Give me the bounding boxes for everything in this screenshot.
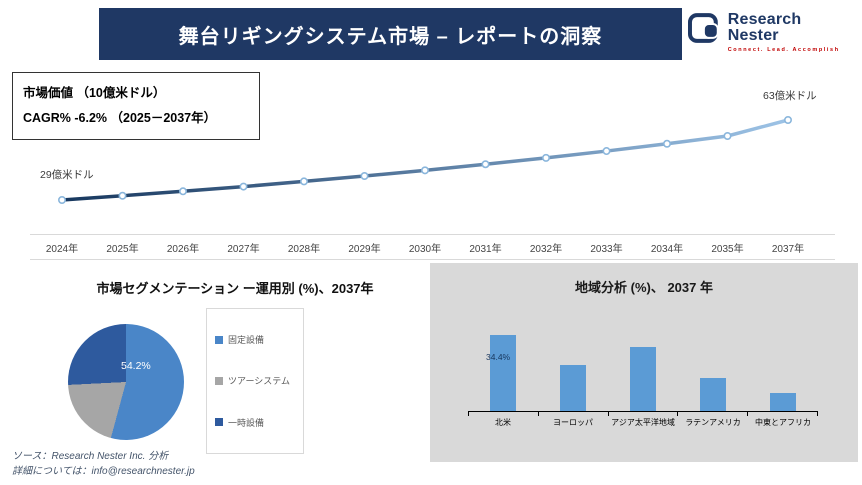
data-point-marker <box>57 196 66 205</box>
x-axis-label: 2025年 <box>106 244 139 255</box>
regional-analysis-panel: 地域分析 (%)、 2037 年 北米 ヨーロッパ アジア太平洋地域 ラテンアメリカ 中… <box>430 263 858 462</box>
category-label: ヨーロッパ <box>553 418 593 427</box>
region-bar <box>560 364 586 411</box>
axis-tick <box>748 412 818 416</box>
legend-swatch <box>215 418 223 427</box>
category-label: アジア太平洋地域 <box>611 418 675 427</box>
data-point-marker <box>723 131 732 140</box>
region-bar <box>630 347 656 411</box>
legend-label: 固定設備 <box>228 335 265 346</box>
logo-icon <box>688 13 719 43</box>
x-axis-label: 2035年 <box>711 244 744 255</box>
axis-ticks <box>468 412 818 416</box>
source-line: ソース：Research Nester Inc. 分析 <box>12 451 169 462</box>
category-label: ラテンアメリカ <box>685 418 741 427</box>
region-bar <box>770 393 796 411</box>
axis-tick <box>678 412 749 416</box>
start-value-label: 29億米ドル <box>40 169 94 181</box>
x-axis-label: 2031年 <box>469 244 502 255</box>
legend-swatch <box>215 335 223 344</box>
category-label: 中東とアフリカ <box>755 418 811 427</box>
axis-tick <box>609 412 679 416</box>
x-axis-label: 2026年 <box>166 244 200 255</box>
research-nester-logo: Research Nester Connect. Lead. Accomplis… <box>688 12 856 54</box>
regional-chart-title: 地域分析 (%)、 2037 年 <box>575 280 713 295</box>
x-axis-label: 2027年 <box>227 244 260 255</box>
market-value-label: 市場価値 （10億米ドル） <box>23 86 166 100</box>
bar-slot <box>468 335 538 411</box>
x-axis-label: 2024年 <box>45 244 79 255</box>
data-point-marker <box>239 182 248 191</box>
legend-item: ツアーシステム <box>215 374 295 387</box>
data-point-marker <box>179 187 188 196</box>
end-value-label: 63億米ドル <box>763 90 817 102</box>
data-point-marker <box>420 166 429 175</box>
data-point-marker <box>541 153 550 162</box>
category-axis: 北米 ヨーロッパ アジア太平洋地域 ラテンアメリカ 中東とアフリカ <box>468 417 818 428</box>
region-bar <box>700 378 726 411</box>
pie-data-label: 54.2% <box>121 360 151 372</box>
trend-line <box>60 118 790 202</box>
bar-slot <box>748 393 818 411</box>
data-point-marker <box>662 139 671 148</box>
axis-tick <box>539 412 609 416</box>
x-axis-label: 2032年 <box>529 244 563 255</box>
logo-tagline: Connect. Lead. Accomplish <box>727 47 840 53</box>
legend-item: 固定設備 <box>215 333 295 346</box>
data-point-marker <box>299 177 308 186</box>
data-point-marker <box>783 115 792 124</box>
legend-label: 一時設備 <box>228 417 265 428</box>
bar-chart <box>468 263 818 412</box>
data-point-marker <box>602 147 611 156</box>
category-label: 北米 <box>495 418 511 427</box>
line-chart-svg <box>57 115 792 205</box>
bar-slot <box>678 378 748 411</box>
data-point-marker <box>360 172 369 181</box>
region-bar <box>490 335 516 411</box>
bar-slot <box>538 364 608 411</box>
x-axis-label: 2029年 <box>348 244 381 255</box>
market-value-info-box: 市場価値 （10億米ドル） CAGR% -6.2% （2025－2037年） <box>12 72 260 140</box>
market-value-line-chart <box>30 95 835 235</box>
contact-line: 詳細については：info@researchnester.jp <box>12 466 195 477</box>
segmentation-pie-chart <box>68 324 184 440</box>
axis-tick <box>468 412 539 416</box>
source-note: ソース：Research Nester Inc. 分析 詳細については：info… <box>12 449 195 479</box>
legend-item: 一時設備 <box>215 416 295 429</box>
x-axis-label: 2034年 <box>650 244 684 255</box>
x-axis-label: 2030年 <box>408 244 442 255</box>
bar-data-label: 34.4% <box>486 352 511 362</box>
x-axis-label: 2028年 <box>287 244 321 255</box>
cagr-label: CAGR% -6.2% （2025－2037年） <box>23 111 217 125</box>
segmentation-chart-title: 市場セグメンテーション ー運用別 (%)、2037年 <box>96 281 374 296</box>
bar-slot <box>608 347 678 411</box>
x-axis-label: 2033年 <box>590 244 623 255</box>
legend-label: ツアーシステム <box>228 376 291 387</box>
x-axis-label: 2037年 <box>771 244 805 255</box>
page-title: 舞台リギングシステム市場 – レポートの洞察 <box>178 25 603 48</box>
logo-wordmark: Research Nester <box>727 11 802 44</box>
data-point-marker <box>481 160 490 169</box>
legend-swatch <box>215 376 223 385</box>
x-axis: 2024年 2025年 2026年 2027年 2028年 2029年 2030年 2031年… <box>30 234 835 260</box>
header-banner: 舞台リギングシステム市場 – レポートの洞察 <box>99 8 682 60</box>
pie-legend: 固定設備ツアーシステム 一時設備 <box>206 308 304 454</box>
data-point-marker <box>118 191 127 200</box>
